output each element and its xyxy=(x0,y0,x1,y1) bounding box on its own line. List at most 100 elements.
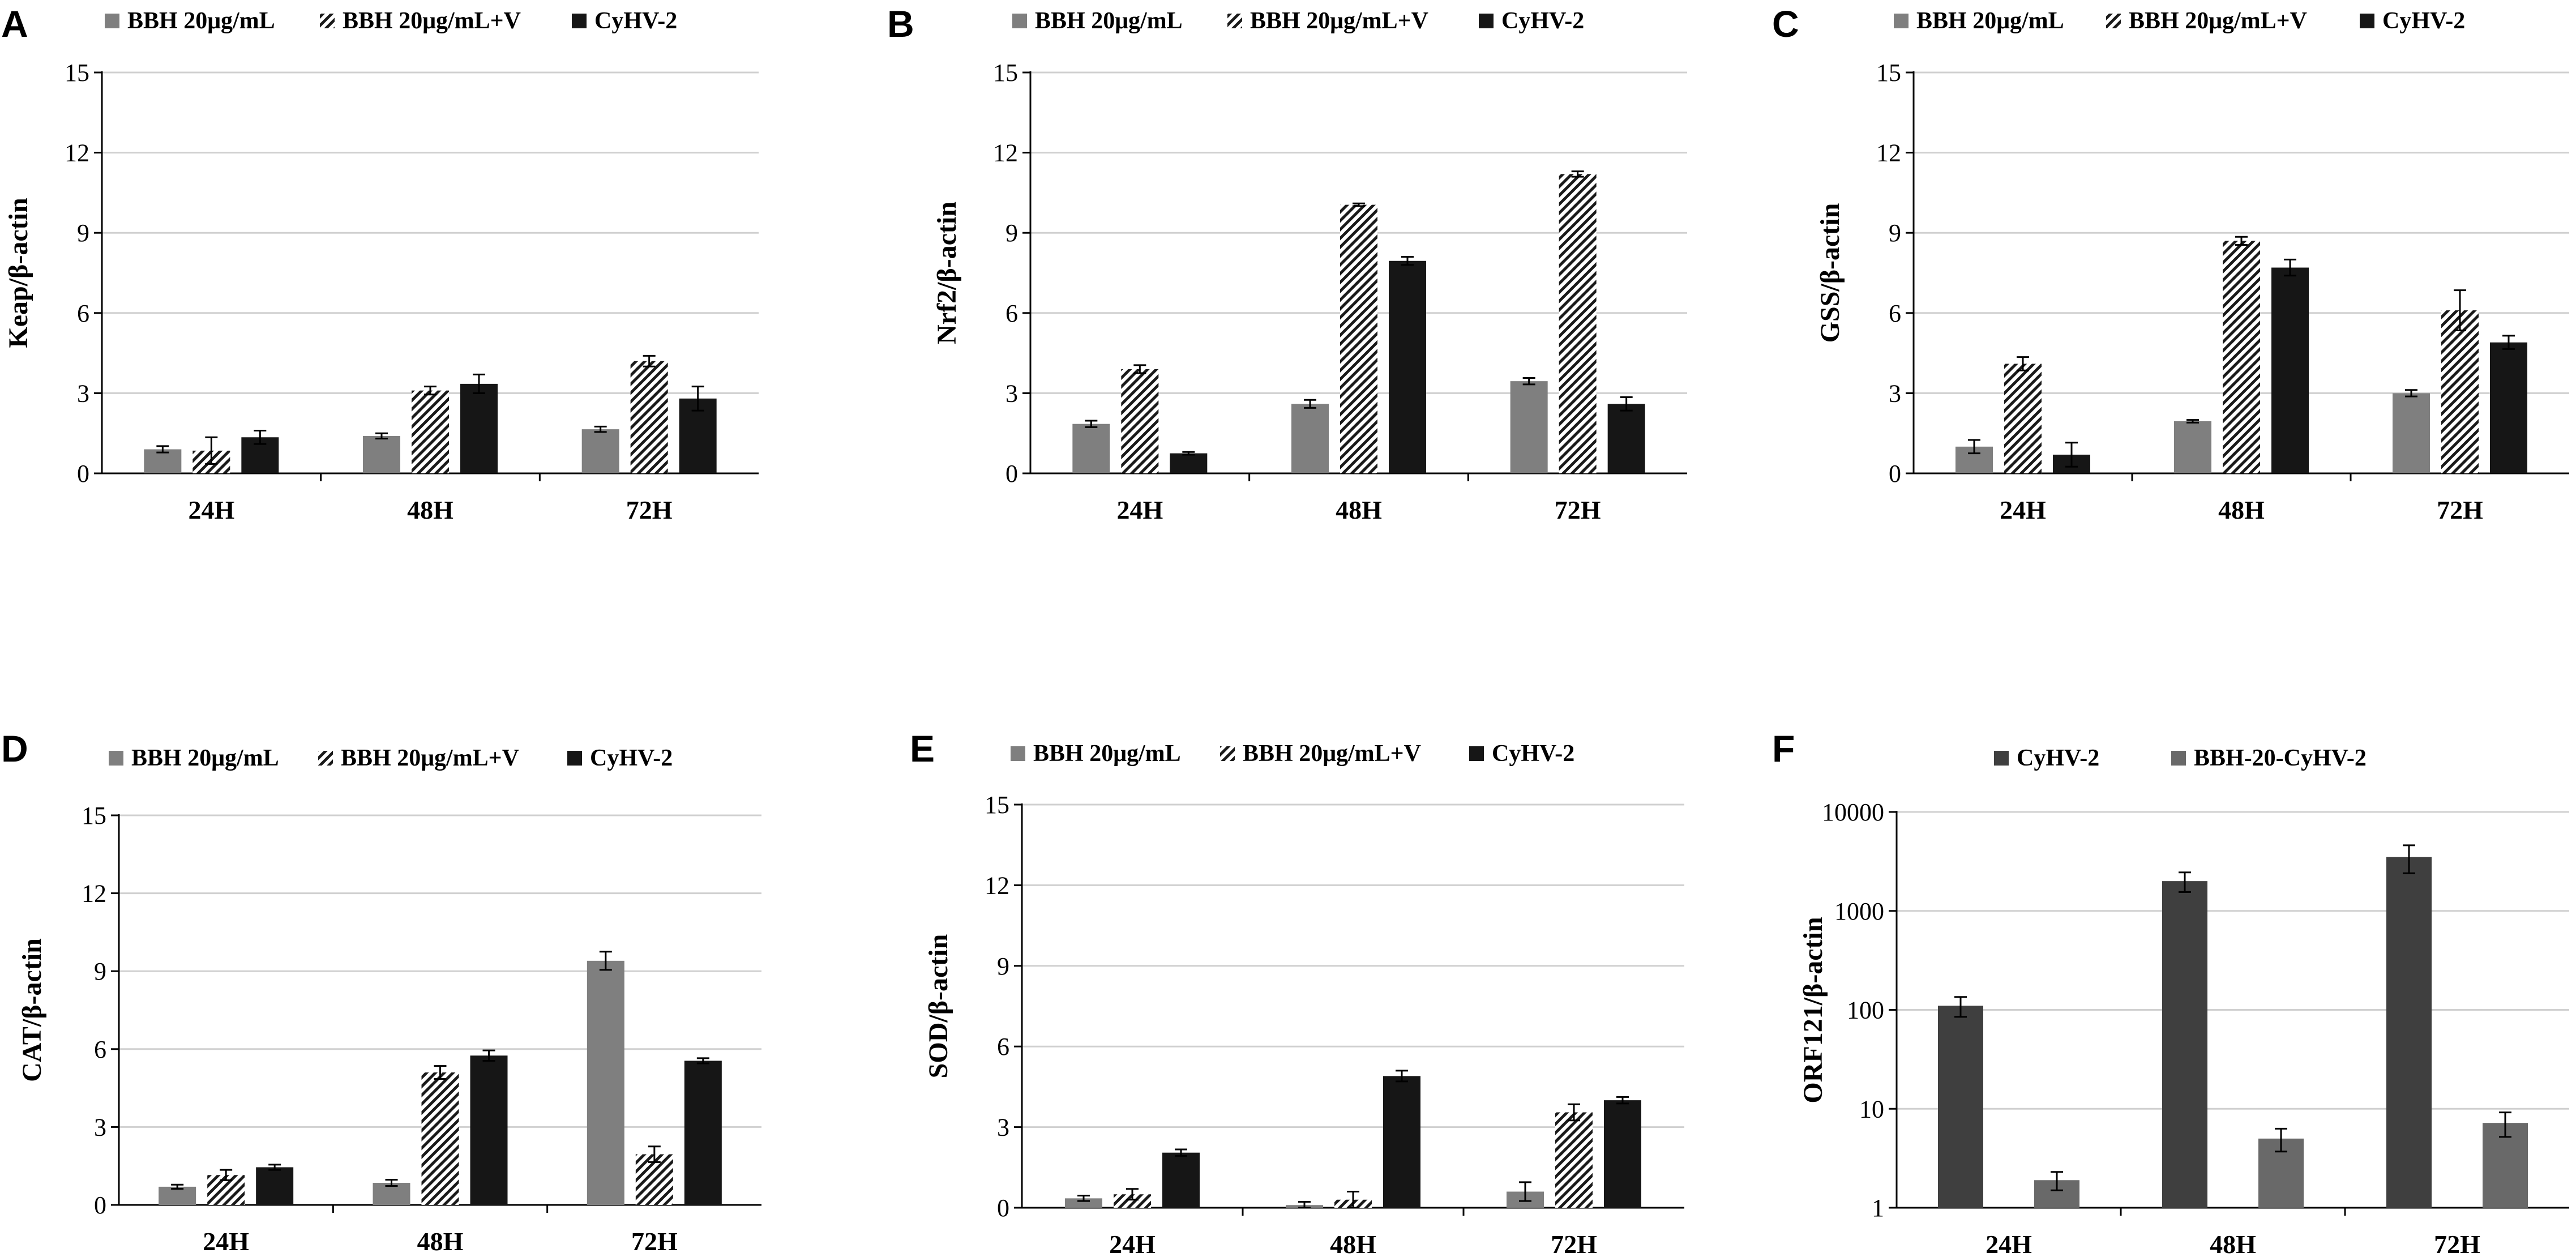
legend-swatch xyxy=(109,751,123,766)
legend-label: BBH 20μg/mL+V xyxy=(341,745,519,771)
legend-swatch xyxy=(1894,14,1909,28)
bar xyxy=(2386,857,2432,1208)
legend-label: CyHV-2 xyxy=(590,745,673,771)
legend-swatch xyxy=(1012,14,1027,28)
y-axis-label: Nrf2/β-actin xyxy=(932,202,962,344)
y-tick-label: 12 xyxy=(65,139,89,167)
y-tick-label: 6 xyxy=(1005,300,1018,327)
panel-C: C BBH 20μg/mL BBH 20μg/mL+V CyHV-2 0 3 6 9 12 15 2… xyxy=(1772,3,2569,524)
legend-label: BBH-20-CyHV-2 xyxy=(2194,745,2367,771)
y-tick-label: 0 xyxy=(1889,460,1901,488)
y-axis-label: SOD/β-actin xyxy=(923,934,953,1079)
legend-label: CyHV-2 xyxy=(2382,8,2465,34)
bar xyxy=(421,1072,459,1205)
y-tick-label: 6 xyxy=(997,1033,1009,1061)
bar xyxy=(1340,204,1377,473)
y-tick-label: 9 xyxy=(77,219,89,247)
category-label: 48H xyxy=(1330,1230,1376,1257)
legend-swatch xyxy=(1011,746,1025,761)
legend-label: BBH 20μg/mL+V xyxy=(2129,8,2307,34)
y-tick-label: 1000 xyxy=(1834,897,1884,925)
y-tick-label: 6 xyxy=(77,300,89,327)
legend-label: CyHV-2 xyxy=(1492,741,1574,767)
legend-swatch xyxy=(1227,14,1242,28)
y-tick-label: 0 xyxy=(77,460,89,488)
bar xyxy=(1559,174,1597,473)
y-tick-label: 0 xyxy=(1005,460,1018,488)
legend-label: BBH 20μg/mL+V xyxy=(1243,741,1421,767)
bar xyxy=(1291,404,1329,473)
panel-letter: F xyxy=(1772,728,1795,769)
y-tick-label: 12 xyxy=(82,880,106,908)
y-axis-label: Keap/β-actin xyxy=(3,198,33,348)
y-tick-label: 9 xyxy=(94,957,106,985)
legend-swatch xyxy=(1994,751,2009,766)
bar xyxy=(1604,1100,1641,1208)
y-tick-label: 15 xyxy=(993,59,1018,87)
y-tick-label: 10000 xyxy=(1822,798,1884,826)
y-tick-label: 1 xyxy=(1872,1194,1884,1222)
legend-swatch xyxy=(1469,746,1484,761)
panel-E: E BBH 20μg/mL BBH 20μg/mL+V CyHV-2 0 3 6 9 12 15 2… xyxy=(910,728,1684,1257)
legend-label: BBH 20μg/mL xyxy=(1916,8,2064,34)
bar xyxy=(581,429,619,473)
bar xyxy=(2223,241,2260,473)
category-label: 72H xyxy=(626,495,673,524)
y-tick-label: 15 xyxy=(65,59,89,87)
y-axis-label: GSS/β-actin xyxy=(1815,203,1845,343)
legend-swatch xyxy=(2106,14,2121,28)
legend-label: BBH 20μg/mL xyxy=(1033,741,1181,767)
category-label: 24H xyxy=(1109,1230,1156,1257)
y-tick-label: 6 xyxy=(94,1036,106,1063)
legend-swatch xyxy=(567,751,582,766)
category-label: 48H xyxy=(2218,495,2265,524)
bar xyxy=(1938,1006,1983,1208)
legend-label: BBH 20μg/mL xyxy=(131,745,279,771)
bar xyxy=(587,960,624,1205)
y-axis-label: CAT/β-actin xyxy=(17,938,47,1082)
legend-label: BBH 20μg/mL xyxy=(1035,8,1183,34)
panel-letter: C xyxy=(1772,3,1799,45)
bar xyxy=(2271,267,2309,473)
y-tick-label: 6 xyxy=(1889,300,1901,327)
panel-letter: B xyxy=(887,3,914,45)
legend-swatch xyxy=(2360,14,2374,28)
y-tick-label: 100 xyxy=(1847,997,1884,1024)
bar xyxy=(2441,310,2479,473)
y-tick-label: 3 xyxy=(1889,379,1901,407)
y-tick-label: 10 xyxy=(1859,1095,1884,1123)
bar xyxy=(2004,364,2042,473)
bar xyxy=(470,1055,508,1205)
bar xyxy=(2162,881,2207,1208)
bar xyxy=(363,435,400,473)
y-tick-label: 15 xyxy=(82,802,106,830)
bar xyxy=(1555,1112,1593,1208)
bar xyxy=(1121,369,1159,473)
panel-D: D BBH 20μg/mL BBH 20μg/mL+V CyHV-2 0 3 6 9 12 15 2… xyxy=(1,728,761,1256)
bar xyxy=(1607,404,1645,473)
bar xyxy=(256,1167,294,1205)
legend-label: BBH 20μg/mL+V xyxy=(1250,8,1428,34)
bar xyxy=(1510,381,1548,473)
y-tick-label: 12 xyxy=(985,871,1009,899)
category-label: 48H xyxy=(417,1227,464,1256)
bar xyxy=(1065,1198,1102,1208)
bar xyxy=(1072,424,1110,473)
y-tick-label: 9 xyxy=(997,952,1009,980)
y-tick-label: 0 xyxy=(94,1191,106,1219)
bar xyxy=(2393,393,2430,473)
bar xyxy=(159,1186,196,1205)
y-tick-label: 3 xyxy=(94,1113,106,1141)
y-tick-label: 15 xyxy=(985,791,1009,819)
bar xyxy=(1170,453,1208,473)
bar xyxy=(2174,421,2211,473)
legend-label: CyHV-2 xyxy=(594,8,677,34)
panel-F: F CyHV-2 BBH-20-CyHV-2 1 10 100 1000 10000 24H 48… xyxy=(1772,728,2569,1257)
legend-swatch xyxy=(1220,746,1235,761)
legend-swatch xyxy=(2171,751,2186,766)
legend-swatch xyxy=(318,751,333,766)
legend-swatch xyxy=(1479,14,1494,28)
y-tick-label: 0 xyxy=(997,1194,1009,1222)
bar xyxy=(684,1061,722,1205)
y-tick-label: 3 xyxy=(997,1114,1009,1141)
